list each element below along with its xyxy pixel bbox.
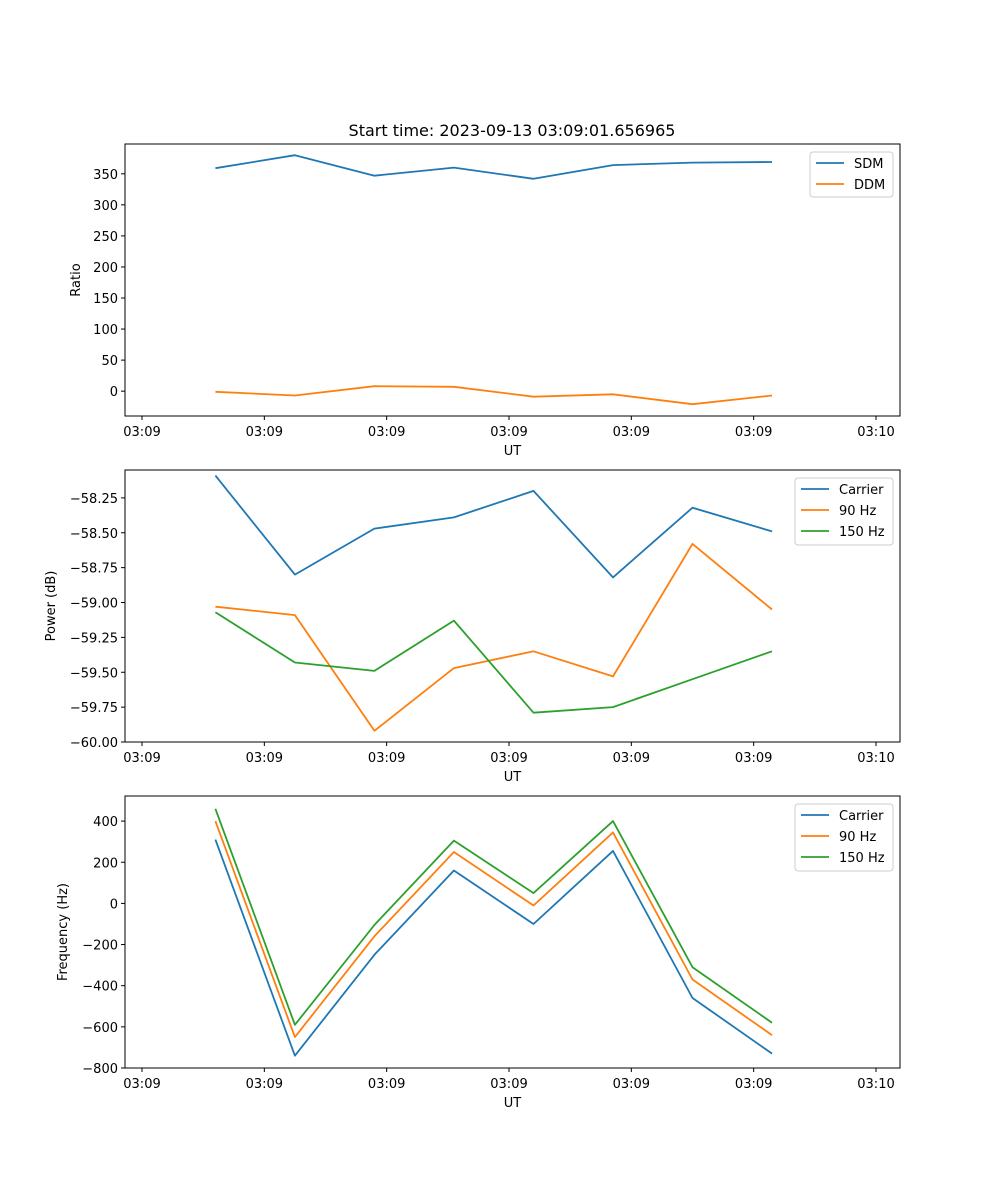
y-tick-label: 0 <box>110 385 118 400</box>
legend-label: DDM <box>854 178 885 193</box>
x-tick-label: 03:09 <box>123 1077 160 1092</box>
x-tick-label: 03:09 <box>246 751 283 766</box>
y-tick-label: −400 <box>82 980 118 995</box>
y-tick-label: 200 <box>93 856 118 871</box>
y-tick-label: −59.00 <box>70 597 118 612</box>
y-tick-label: −59.75 <box>70 701 118 716</box>
legend-label: 150 Hz <box>839 525 885 540</box>
legend-label: 150 Hz <box>839 851 885 866</box>
y-tick-label: 150 <box>93 292 118 307</box>
y-tick-label: 100 <box>93 323 118 338</box>
power-panel: 03:09 03:09 03:09 03:09 03:09 03:09 03:10 −60.0… <box>44 469 901 785</box>
legend-label: 90 Hz <box>839 504 876 519</box>
x-tick-label: 03:10 <box>857 751 894 766</box>
series-line-90-hz <box>214 820 773 1038</box>
x-tick-label: 03:10 <box>857 1077 894 1092</box>
x-tick-label: 03:09 <box>368 425 405 440</box>
legend-label: Carrier <box>839 809 884 824</box>
y-tick-label: 50 <box>101 354 118 369</box>
series-line-carrier <box>214 839 773 1057</box>
x-tick-label: 03:09 <box>735 751 772 766</box>
y-tick-label: −800 <box>82 1062 118 1077</box>
axes-frame <box>124 143 901 417</box>
y-tick-label: −60.00 <box>70 736 118 751</box>
y-tick-label: 300 <box>93 199 118 214</box>
x-tick-label: 03:09 <box>368 751 405 766</box>
x-tick-label: 03:09 <box>613 1077 650 1092</box>
y-axis-label: Ratio <box>69 263 84 296</box>
x-tick-label: 03:10 <box>857 425 894 440</box>
x-tick-label: 03:09 <box>735 1077 772 1092</box>
ratio-panel: 03:09 03:09 03:09 03:09 03:09 03:09 03:10 0 50 10… <box>69 143 901 459</box>
x-tick-label: 03:09 <box>490 1077 527 1092</box>
y-tick-label: 400 <box>93 815 118 830</box>
x-tick-label: 03:09 <box>735 425 772 440</box>
axes-frame <box>124 795 901 1069</box>
y-tick-label: −600 <box>82 1021 118 1036</box>
frequency-panel: 03:09 03:09 03:09 03:09 03:09 03:09 03:10 −800 −… <box>56 795 901 1111</box>
y-tick-label: −59.50 <box>70 666 118 681</box>
x-tick-label: 03:09 <box>490 425 527 440</box>
legend-box <box>794 803 894 872</box>
x-tick-label: 03:09 <box>490 751 527 766</box>
y-tick-label: 200 <box>93 261 118 276</box>
x-axis-label: UT <box>504 770 522 785</box>
series-line-sdm <box>215 154 773 180</box>
y-tick-label: −58.50 <box>70 527 118 542</box>
series-line-150-hz <box>214 808 773 1026</box>
y-tick-label: 350 <box>93 168 118 183</box>
y-tick-label: 250 <box>93 230 118 245</box>
y-tick-label: 0 <box>110 897 118 912</box>
x-tick-label: 03:09 <box>368 1077 405 1092</box>
y-axis-label: Power (dB) <box>44 571 59 642</box>
figure-title: Start time: 2023-09-13 03:09:01.656965 <box>349 121 676 140</box>
y-tick-label: −59.25 <box>70 631 118 646</box>
x-axis-label: UT <box>504 444 522 459</box>
x-tick-label: 03:09 <box>613 425 650 440</box>
series-line-carrier <box>214 475 773 579</box>
legend-box <box>794 477 894 546</box>
axes-frame <box>124 469 901 743</box>
legend-label: Carrier <box>839 483 884 498</box>
series-line-90-hz <box>215 543 773 732</box>
x-tick-label: 03:09 <box>123 425 160 440</box>
x-tick-label: 03:09 <box>246 425 283 440</box>
x-tick-label: 03:09 <box>246 1077 283 1092</box>
x-axis-label: UT <box>504 1096 522 1111</box>
y-axis-label: Frequency (Hz) <box>56 883 71 981</box>
series-line-ddm <box>215 385 773 406</box>
y-tick-label: −58.75 <box>70 562 118 577</box>
x-tick-label: 03:09 <box>613 751 650 766</box>
y-tick-label: −58.25 <box>70 492 118 507</box>
x-tick-label: 03:09 <box>123 751 160 766</box>
legend-label: 90 Hz <box>839 830 876 845</box>
y-tick-label: −200 <box>82 939 118 954</box>
series-line-150-hz <box>214 611 773 714</box>
legend-label: SDM <box>854 157 883 172</box>
